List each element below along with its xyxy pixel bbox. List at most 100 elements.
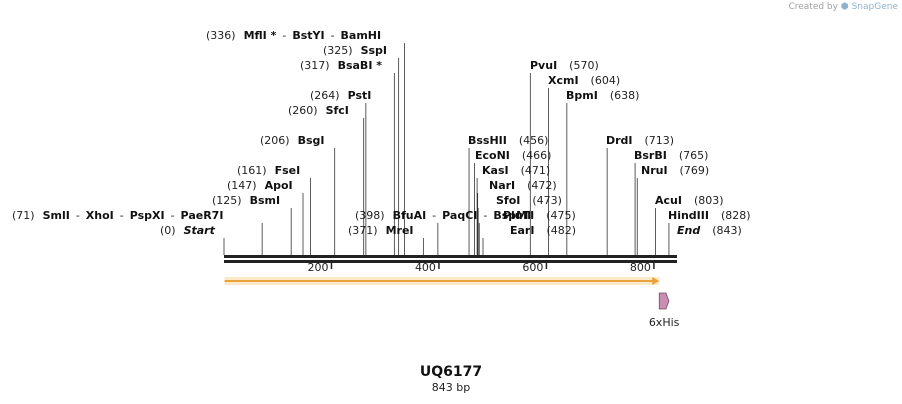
enzyme-name: FseI <box>275 164 301 177</box>
enzyme-name: MflI * <box>244 29 277 42</box>
enzyme-name: BspMI <box>493 209 531 222</box>
tick-label: 400 <box>415 261 436 274</box>
site-label: (206) BsgI <box>260 134 324 147</box>
site-label: (147) ApoI <box>227 179 293 192</box>
enzyme-name: BsgI <box>298 134 325 147</box>
site-position: (398) <box>355 209 385 222</box>
enzyme-name: MreI <box>386 224 414 237</box>
site-label: XcmI (604) <box>548 74 620 87</box>
tick-label: 600 <box>522 261 543 274</box>
site-label: PluTI (475) <box>503 209 576 222</box>
site-position: (843) <box>712 224 742 237</box>
enzyme-name: PaqCI <box>442 209 477 222</box>
feature-arrow-head <box>652 277 660 285</box>
site-position: (71) <box>12 209 35 222</box>
axis-ticks: 200 400 600 800 <box>307 261 655 274</box>
enzyme-name: DrdI <box>606 134 633 147</box>
enzyme-name: AcuI <box>655 194 682 207</box>
enzyme-name: BamHI <box>341 29 382 42</box>
site-label: (71) SmlI - XhoI - PspXI - PaeR7I <box>12 209 223 222</box>
site-label: NarI (472) <box>489 179 557 192</box>
enzyme-name: NarI <box>489 179 515 192</box>
site-label: EarI (482) <box>510 224 576 237</box>
tick-label: 200 <box>307 261 328 274</box>
enzyme-name: PvuI <box>530 59 557 72</box>
enzyme-name: SmlI <box>43 209 70 222</box>
site-position: (570) <box>569 59 599 72</box>
dna-backbone <box>224 255 677 263</box>
name-separator: - <box>483 209 487 222</box>
plasmid-name: UQ6177 <box>419 364 483 380</box>
site-position: (325) <box>323 44 353 57</box>
site-label: (264) PstI <box>310 89 371 102</box>
enzyme-name: BstYI <box>292 29 324 42</box>
enzyme-name: XhoI <box>86 209 114 222</box>
site-label: KasI (471) <box>482 164 550 177</box>
enzyme-name: HindIII <box>668 209 709 222</box>
site-position: (473) <box>532 194 562 207</box>
site-label: (260) SfcI <box>288 104 349 117</box>
name-separator: - <box>432 209 436 222</box>
site-label: (398) BfuAI - PaqCI - BspMI <box>355 209 531 222</box>
enzyme-name: SfoI <box>496 194 520 207</box>
site-position: (482) <box>546 224 576 237</box>
enzyme-name: Start <box>184 224 216 237</box>
site-position: (471) <box>521 164 551 177</box>
name-separator: - <box>331 29 335 42</box>
site-position: (803) <box>694 194 724 207</box>
site-label: (125) BsmI <box>212 194 280 207</box>
site-position: (604) <box>591 74 621 87</box>
site-position: (206) <box>260 134 290 147</box>
enzyme-name: BpmI <box>566 89 598 102</box>
enzyme-name: PspXI <box>130 209 165 222</box>
site-position: (638) <box>610 89 640 102</box>
enzyme-name: BsmI <box>250 194 281 207</box>
site-position: (125) <box>212 194 242 207</box>
site-position: (336) <box>206 29 236 42</box>
site-label: SfoI (473) <box>496 194 562 207</box>
site-position: (317) <box>300 59 330 72</box>
site-position: (472) <box>527 179 557 192</box>
site-label: (371) MreI <box>348 224 414 237</box>
name-separator: - <box>282 29 286 42</box>
site-label: EcoNI (466) <box>475 149 551 162</box>
enzyme-name: PaeR7I <box>181 209 224 222</box>
site-position: (466) <box>522 149 552 162</box>
feature-6xhis <box>658 292 670 310</box>
name-separator: - <box>120 209 124 222</box>
enzyme-name: SfcI <box>326 104 349 117</box>
enzyme-name: BfuAI <box>393 209 427 222</box>
site-label: NruI (769) <box>641 164 709 177</box>
site-labels: (0) Start(71) SmlI - XhoI - PspXI - PaeR7I(125) B… <box>12 29 751 237</box>
site-position: (713) <box>645 134 675 147</box>
site-position: (147) <box>227 179 257 192</box>
site-label: PvuI (570) <box>530 59 599 72</box>
enzyme-name: KasI <box>482 164 509 177</box>
site-label: (161) FseI <box>237 164 300 177</box>
site-position: (161) <box>237 164 267 177</box>
site-position: (371) <box>348 224 378 237</box>
site-label: BsrBI (765) <box>634 149 708 162</box>
snapgene-credit: Created by ⬢ SnapGene <box>788 2 898 12</box>
site-position: (264) <box>310 89 340 102</box>
tick-label: 800 <box>630 261 651 274</box>
linear-sequence-map: 200 400 600 800 6xHis (0) Start(71) SmlI - XhoI… <box>12 29 751 329</box>
enzyme-name: BsaBI * <box>338 59 383 72</box>
name-separator: - <box>76 209 80 222</box>
site-position: (0) <box>160 224 176 237</box>
site-label: (317) BsaBI * <box>300 59 382 72</box>
snapgene-logo-icon: ⬢ <box>840 2 849 12</box>
enzyme-name: XcmI <box>548 74 579 87</box>
site-position: (456) <box>519 134 549 147</box>
site-label: (0) Start <box>160 224 216 237</box>
backbone-bottom <box>224 260 677 263</box>
enzyme-name: ApoI <box>265 179 293 192</box>
enzyme-name: End <box>677 224 700 237</box>
enzyme-name: BsrBI <box>634 149 667 162</box>
enzyme-name: EcoNI <box>475 149 510 162</box>
credit-prefix: Created by <box>788 2 838 12</box>
site-position: (828) <box>721 209 751 222</box>
site-label: (325) SspI <box>323 44 387 57</box>
name-separator: - <box>171 209 175 222</box>
site-position: (765) <box>679 149 709 162</box>
